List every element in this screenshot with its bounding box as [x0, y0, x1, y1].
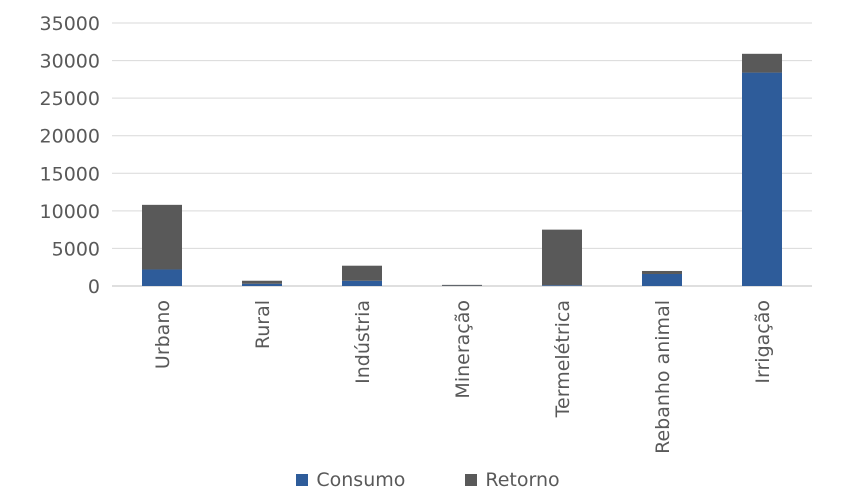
bar-consumo: [742, 72, 782, 286]
y-tick-label: 10000: [40, 201, 100, 223]
bar-retorno: [642, 270, 682, 274]
y-tick-label: 0: [88, 276, 100, 298]
legend-swatch-retorno: [465, 474, 478, 486]
legend: Consumo Retorno: [0, 466, 856, 494]
bar-retorno: [742, 53, 782, 73]
legend-item-retorno: Retorno: [465, 469, 560, 491]
y-tick-label: 5000: [52, 238, 100, 260]
bar-retorno: [242, 280, 282, 284]
y-tick-label: 35000: [40, 13, 100, 35]
bar-retorno: [442, 284, 482, 286]
legend-item-consumo: Consumo: [296, 469, 405, 491]
bar-consumo: [542, 285, 582, 286]
bars: [142, 53, 782, 286]
legend-label-retorno: Retorno: [485, 469, 560, 491]
x-tick-label: Indústria: [352, 300, 374, 384]
y-axis: 0 5000 10000 15000 20000 25000 30000 35000: [40, 13, 100, 298]
x-axis: Urbano Rural Indústria Mineração Termelétric…: [152, 300, 774, 454]
x-tick-label: Irrigação: [752, 300, 774, 384]
y-tick-label: 25000: [40, 88, 100, 110]
bar-consumo: [142, 269, 182, 286]
y-tick-label: 30000: [40, 51, 100, 73]
chart: 0 5000 10000 15000 20000 25000 30000 35000 Urba…: [40, 13, 812, 454]
bar-consumo: [642, 273, 682, 286]
x-tick-label: Mineração: [452, 300, 474, 399]
bar-consumo: [242, 283, 282, 286]
legend-label-consumo: Consumo: [316, 469, 406, 491]
x-tick-label: Urbano: [152, 300, 174, 369]
x-tick-label: Rural: [252, 300, 274, 349]
x-tick-label: Rebanho animal: [652, 300, 674, 454]
y-tick-label: 20000: [40, 126, 100, 148]
y-tick-label: 15000: [40, 163, 100, 185]
bar-consumo: [342, 280, 382, 286]
bar-retorno: [542, 229, 582, 286]
bar-retorno: [142, 204, 182, 270]
bar-retorno: [342, 265, 382, 281]
x-tick-label: Termelétrica: [552, 300, 574, 418]
legend-swatch-consumo: [296, 474, 309, 486]
gridlines: [112, 22, 812, 287]
